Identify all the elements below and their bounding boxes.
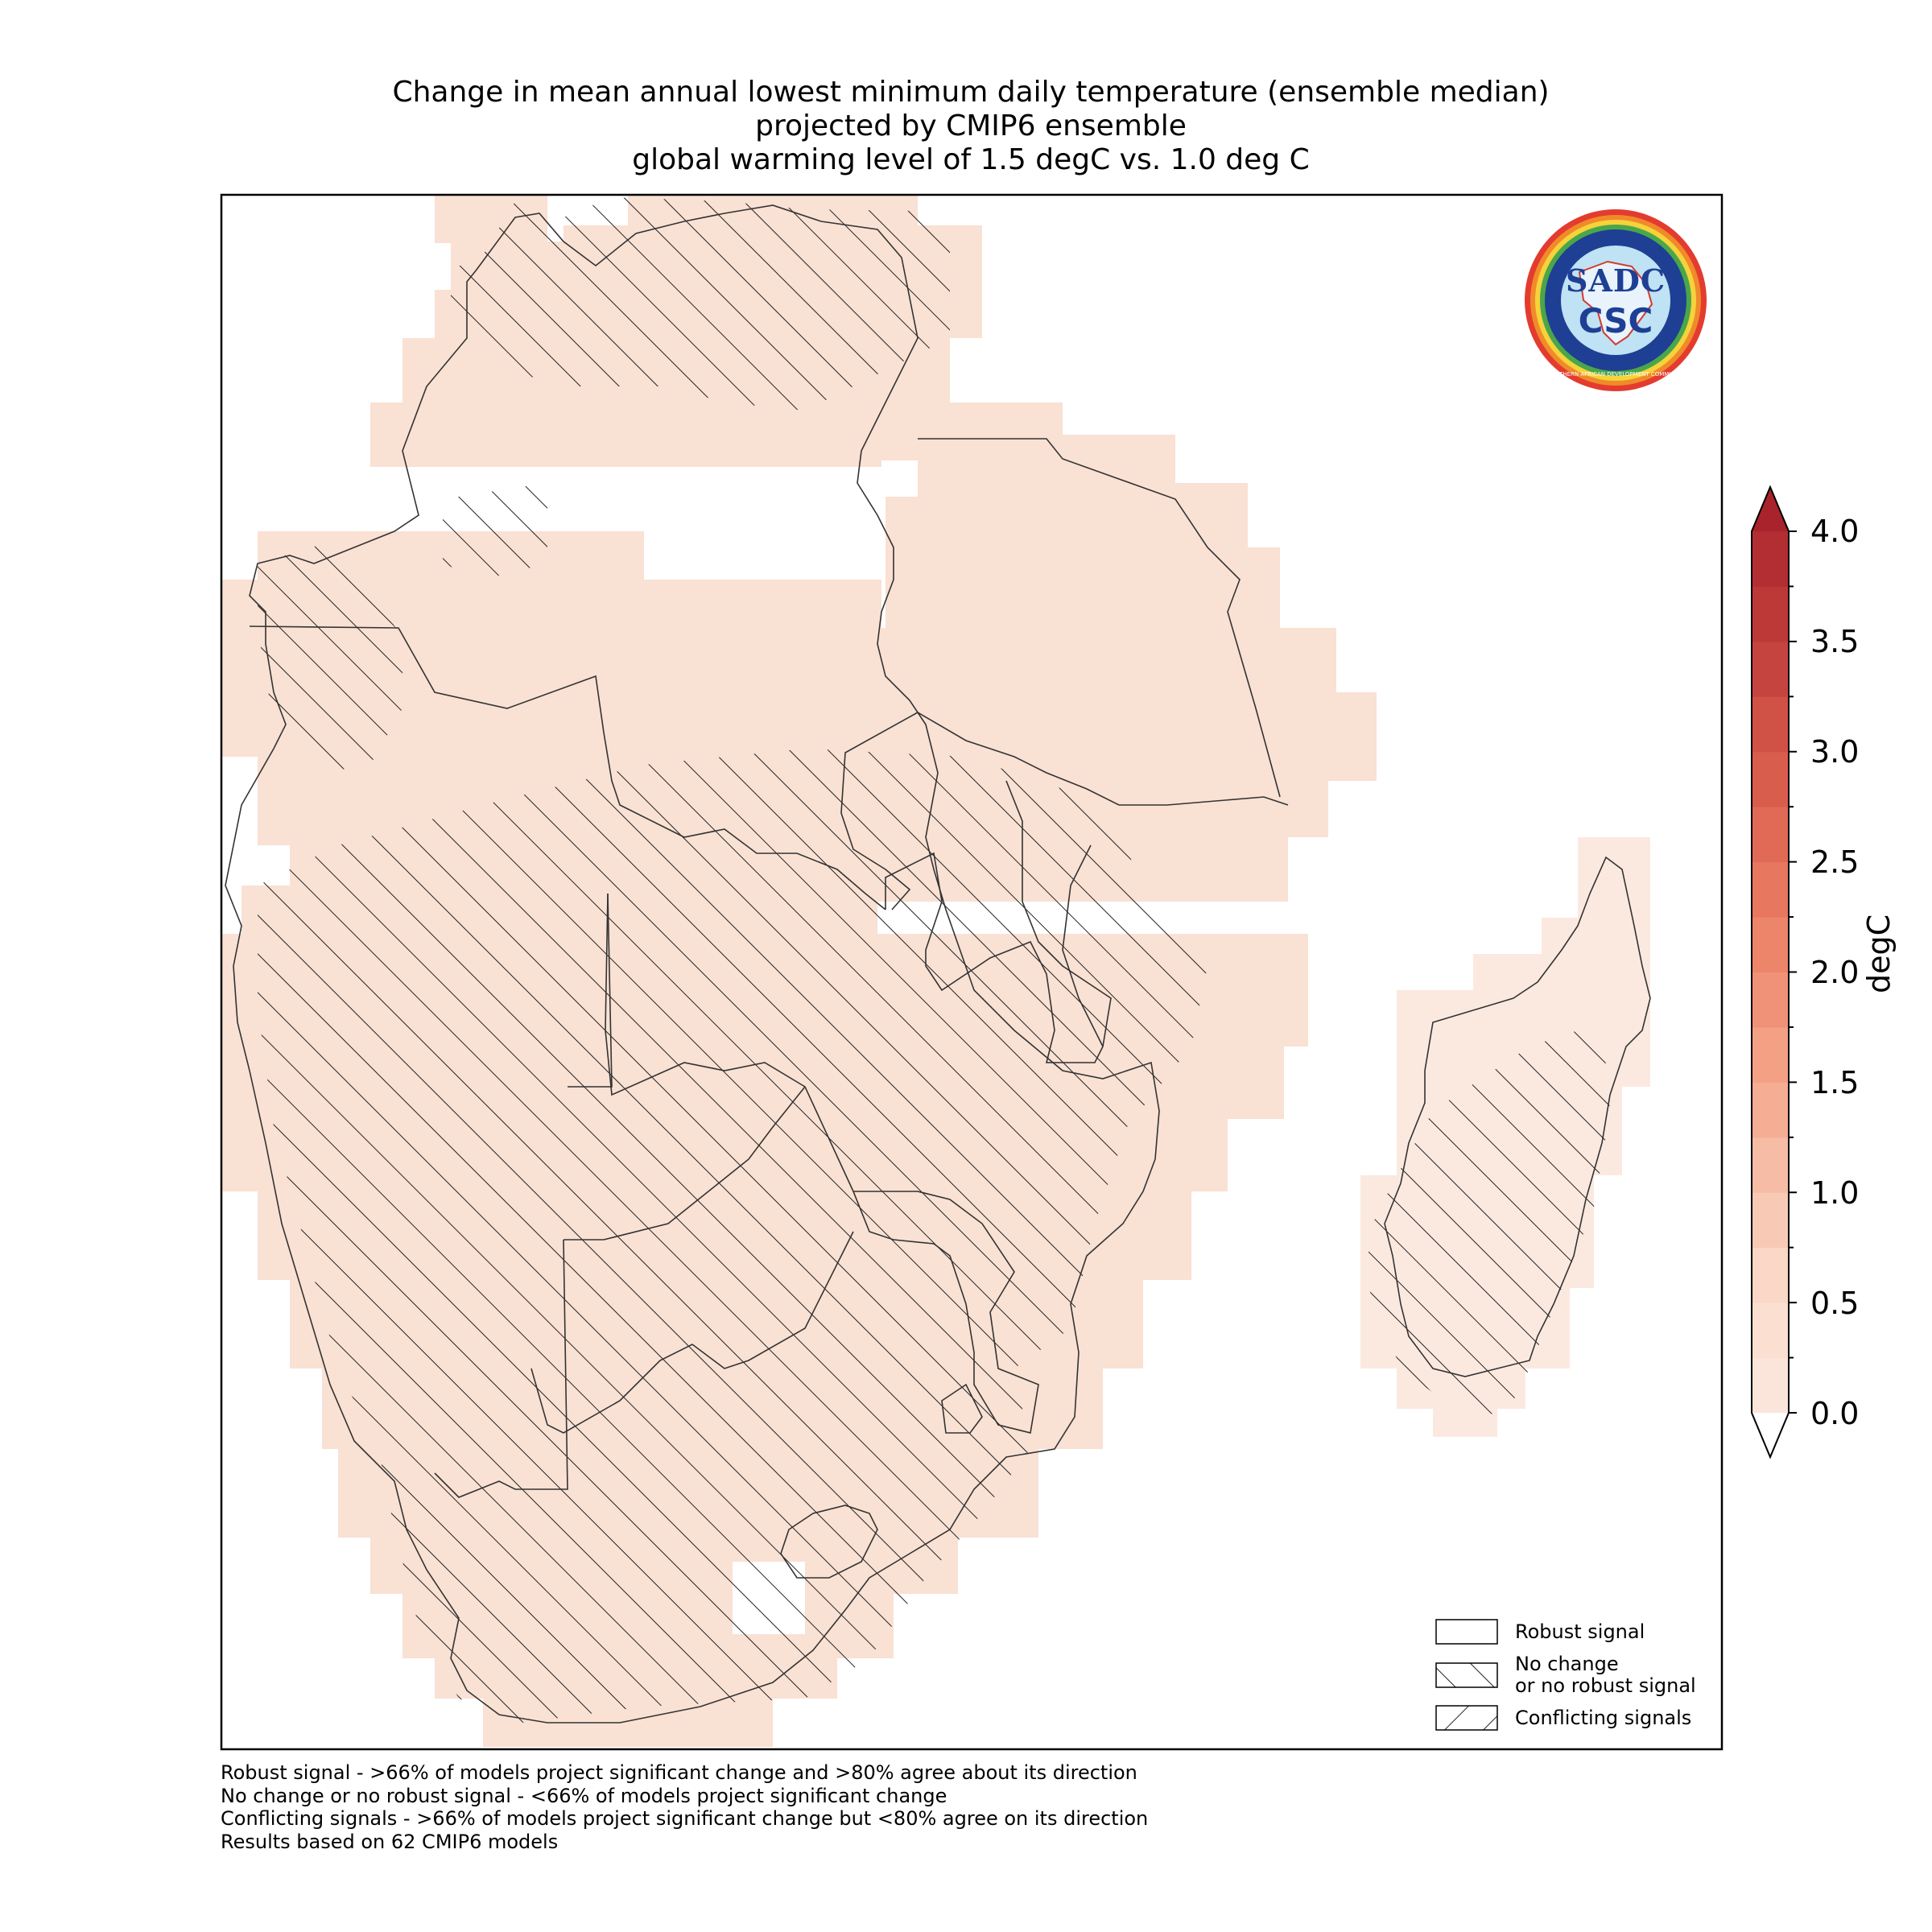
colorbar-segment: [1752, 1302, 1789, 1359]
colorbar-segment: [1752, 641, 1789, 697]
legend-box-robust: [1435, 1619, 1498, 1645]
border-7: [568, 893, 613, 1088]
border-9: [530, 1231, 854, 1434]
footnote-models: Results based on 62 CMIP6 models: [221, 1830, 559, 1853]
border-4: [918, 438, 1281, 798]
colorbar-unit-label: degC: [1861, 914, 1897, 993]
country-borders: [225, 204, 1651, 1724]
hatch-region-madagascar: [1368, 1022, 1610, 1417]
no-data-cell: [881, 460, 918, 497]
border-5: [885, 780, 1112, 1063]
colorbar-segment: [1752, 696, 1789, 753]
map-area: [221, 195, 1651, 1747]
colorbar-over-arrow: [1752, 487, 1789, 531]
colorbar-segment: [1752, 586, 1789, 642]
land-cell: [886, 547, 1280, 636]
title-line-1: Change in mean annual lowest minimum dai…: [392, 76, 1550, 109]
footnote-conflicting: Conflicting signals - >66% of models pro…: [221, 1807, 1149, 1830]
land-cell: [1135, 1208, 1167, 1272]
colorbar-segment: [1752, 1026, 1789, 1083]
colorbar-tick-label: 3.5: [1810, 624, 1860, 659]
hatch-region-center-south: [258, 749, 1208, 1723]
colorbar-segment: [1752, 1192, 1789, 1249]
colorbar-tick-label: 0.5: [1810, 1286, 1860, 1321]
footnote-robust: Robust signal - >66% of models project s…: [221, 1761, 1137, 1784]
colorbar-tick-label: 1.0: [1810, 1175, 1860, 1211]
border-11: [780, 1505, 878, 1579]
hatch-region-north-central: [443, 483, 547, 580]
border-10: [564, 1086, 806, 1241]
coastline-madagascar: [1384, 856, 1651, 1377]
border-8: [434, 1239, 568, 1498]
border-1: [249, 625, 886, 910]
border-6: [605, 893, 1039, 1434]
colorbar-tick-label: 2.0: [1810, 955, 1860, 990]
colorbar-tick-label: 3.0: [1810, 734, 1860, 770]
legend-label-no-change-2: or no robust signal: [1515, 1674, 1696, 1697]
colorbar-tick-label: 2.5: [1810, 844, 1860, 880]
border-3: [917, 712, 1289, 806]
land-cell: [1578, 837, 1650, 918]
legend-label-robust: Robust signal: [1515, 1620, 1645, 1643]
colorbar-segment: [1752, 972, 1789, 1028]
signal-legend: [1435, 1619, 1498, 1731]
colorbar-segment: [1752, 1247, 1789, 1303]
logo-sadc-text: SADC: [1565, 262, 1666, 299]
logo-ring-text: SOUTHERN AFRICAN DEVELOPMENT COMMUNITY •…: [1547, 371, 1684, 378]
sadc-csc-logo: [1525, 209, 1707, 391]
coastline-mainland: [225, 204, 1160, 1724]
colorbar-segment: [1752, 807, 1789, 863]
hatch-region-west-coast: [258, 539, 402, 773]
legend-box-no-change: [1435, 1662, 1498, 1688]
colorbar-segment: [1752, 1137, 1789, 1193]
colorbar-under-arrow: [1752, 1413, 1789, 1457]
colorbar-segment: [1752, 751, 1789, 807]
border-13: [1062, 844, 1104, 1047]
colorbar-segment: [1752, 1082, 1789, 1138]
colorbar-tick-label: 0.0: [1810, 1396, 1860, 1431]
colorbar-segment: [1752, 861, 1789, 918]
colorbar: [1751, 485, 1797, 1459]
map-frame: [220, 193, 1724, 1751]
colorbar-segment: [1752, 531, 1789, 587]
border-12: [941, 1383, 983, 1434]
colorbar-tick-label: 4.0: [1810, 514, 1860, 549]
border-2: [840, 712, 919, 910]
legend-label-conflicting: Conflicting signals: [1515, 1707, 1692, 1729]
land-cell: [515, 1723, 588, 1747]
footnote-no-change: No change or no robust signal - <66% of …: [221, 1784, 947, 1807]
logo-text-block: SADC CSC SOUTHERN AFRICAN DEVELOPMENT CO…: [1523, 208, 1708, 393]
title-line-2: projected by CMIP6 ensemble: [755, 109, 1187, 142]
land-cell: [886, 483, 1248, 547]
colorbar-segment: [1752, 1357, 1789, 1414]
land-cell: [886, 628, 1336, 692]
logo-csc-text: CSC: [1578, 301, 1653, 341]
map-title: Change in mean annual lowest minimum dai…: [222, 76, 1719, 177]
colorbar-segment: [1752, 917, 1789, 972]
legend-label-no-change-1: No change: [1515, 1653, 1619, 1675]
title-line-3: global warming level of 1.5 degC vs. 1.0…: [632, 143, 1310, 176]
colorbar-tick-label: 1.5: [1810, 1065, 1860, 1100]
footnotes: Robust signal - >66% of models project s…: [221, 1761, 1148, 1853]
legend-box-conflicting: [1435, 1705, 1498, 1731]
africa-outline-icon: [1578, 260, 1653, 346]
